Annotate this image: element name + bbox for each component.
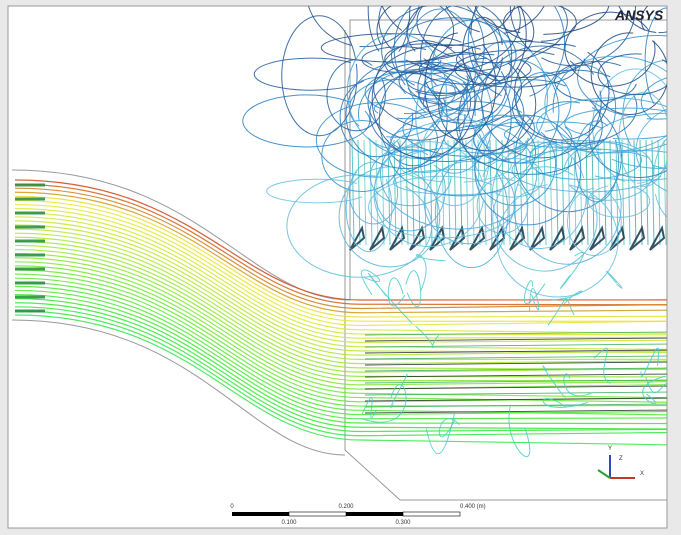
scale-label: 0.400 (m) <box>460 504 486 510</box>
view-frame <box>8 6 667 528</box>
scale-label: 0.300 <box>395 520 411 526</box>
viewport: ANSYS 0 0.200 0.400 (m) 0.100 0.300 Y Z … <box>0 0 681 535</box>
scale-label: 0.200 <box>338 504 354 510</box>
triad-label: Z <box>619 456 623 462</box>
triad-label: X <box>640 471 644 477</box>
logo: ANSYS <box>614 7 664 23</box>
page: ANSYS 0 0.200 0.400 (m) 0.100 0.300 Y Z … <box>0 0 681 535</box>
triad-label: Y <box>608 446 612 452</box>
scale-label: 0.100 <box>281 520 297 526</box>
